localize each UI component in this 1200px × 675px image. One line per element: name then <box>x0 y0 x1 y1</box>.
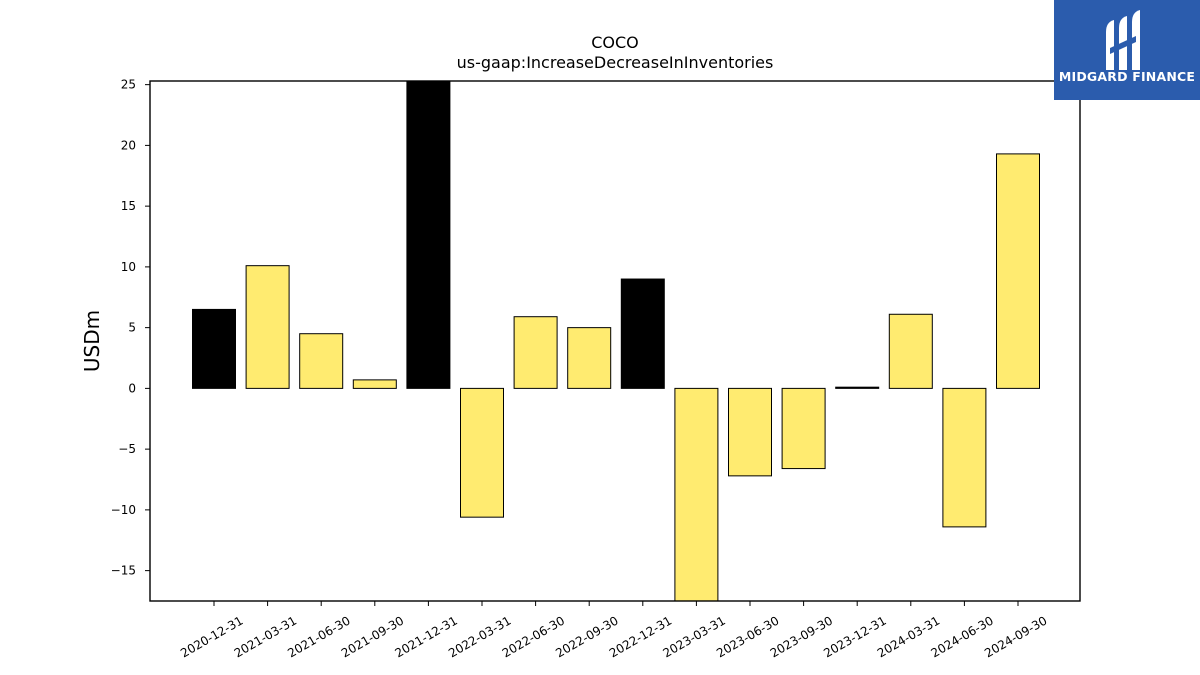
bar-2022-03-31 <box>460 387 504 518</box>
bar-2023-12-31 <box>835 386 880 389</box>
y-tick-label: −10 <box>111 503 136 517</box>
y-tick-label: 0 <box>128 381 136 395</box>
y-tick-label: 5 <box>128 321 136 335</box>
y-tick-label: −5 <box>118 442 136 456</box>
bar-2021-03-31 <box>245 265 290 389</box>
bar-2021-09-30 <box>352 379 397 389</box>
bar-2023-06-30 <box>728 387 772 477</box>
chart-subtitle: us-gaap:IncreaseDecreaseInInventories <box>457 53 774 72</box>
chart-title: COCO <box>591 33 639 52</box>
x-ticks-group: 2020-12-312021-03-312021-06-302021-09-30… <box>178 601 1050 660</box>
brand-logo: MIDGARD FINANCE <box>1054 0 1200 100</box>
y-tick-label: 25 <box>121 78 136 92</box>
brand-name: MIDGARD FINANCE <box>1058 69 1196 84</box>
bar-2022-12-31 <box>620 278 665 389</box>
bar-2022-06-30 <box>513 316 558 389</box>
bars-group <box>192 80 1040 602</box>
bar-2023-03-31 <box>674 387 719 602</box>
y-tick-label: −15 <box>111 564 136 578</box>
y-tick-label: 20 <box>121 138 136 152</box>
y-ticks-group: 25 20 15 10 5 0 −5 −10 −15 <box>111 78 150 578</box>
bar-2024-03-31 <box>888 313 933 389</box>
y-axis-label: USDm <box>80 310 104 372</box>
bar-2021-06-30 <box>299 333 344 389</box>
bar-2023-09-30 <box>781 387 826 470</box>
bar-2024-06-30 <box>942 387 987 528</box>
bar-2020-12-31 <box>192 308 236 389</box>
bar-2024-09-30 <box>996 153 1040 389</box>
bar-2022-09-30 <box>567 327 612 389</box>
plot-frame <box>149 80 1081 602</box>
y-tick-label: 15 <box>121 199 136 213</box>
y-tick-label: 10 <box>121 260 136 274</box>
bar-2021-12-31 <box>406 80 451 389</box>
midgard-logo-icon <box>1106 10 1140 70</box>
